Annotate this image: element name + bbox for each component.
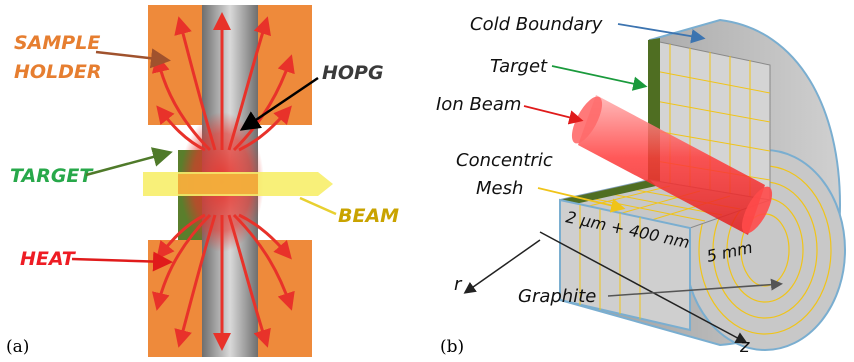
heat-arrows <box>151 12 295 351</box>
lower-front-face <box>559 198 691 332</box>
beam-pointer <box>299 196 337 216</box>
heat-pointer <box>71 251 173 272</box>
sample-holder-label-line1: SAMPLE <box>14 32 100 54</box>
panel-a-caption: (a) <box>6 337 29 357</box>
axis-r-line <box>463 239 541 294</box>
axis-r-label: r <box>454 274 463 295</box>
hopg-label: HOPG <box>322 62 384 84</box>
sample-holder-pointer <box>95 48 171 69</box>
panel-b-caption: (b) <box>440 337 464 357</box>
ion-beam-cylinder <box>571 95 773 235</box>
sample-holder-bottom-left <box>148 240 202 357</box>
concentric-mesh-label-line1: Concentric <box>456 150 553 171</box>
beam-hot-core <box>178 174 258 194</box>
concentric-mesh-label-line2: Mesh <box>476 178 523 199</box>
cold-boundary-pointer <box>617 23 706 44</box>
graphite-label: Graphite <box>518 286 596 307</box>
panel-a: SAMPLE HOLDER HOPG TARGET BEAM HEAT (a) <box>6 5 399 357</box>
target-pointer <box>85 147 173 177</box>
sample-holder-label-line2: HOLDER <box>14 61 102 83</box>
heat-label: HEAT <box>20 248 77 270</box>
target-label: TARGET <box>10 165 94 187</box>
ion-beam-pointer <box>523 105 584 125</box>
axis-z-line <box>539 231 748 344</box>
lower-front-mesh <box>579 205 641 319</box>
axis-z-label: z <box>739 336 750 357</box>
graphite-pointer <box>607 278 783 297</box>
concentric-mesh-pointer <box>537 187 626 213</box>
cold-boundary-label: Cold Boundary <box>470 14 603 35</box>
ion-beam-label: Ion Beam <box>436 94 521 115</box>
hopg-pointer <box>239 76 319 131</box>
target-label-b: Target <box>490 56 548 77</box>
target-pointer-b <box>551 65 648 91</box>
panel-b: 2 μm + 400 nm 5 mm r z Cold Boundary Tar… <box>436 14 846 357</box>
beam-label: BEAM <box>338 205 399 227</box>
